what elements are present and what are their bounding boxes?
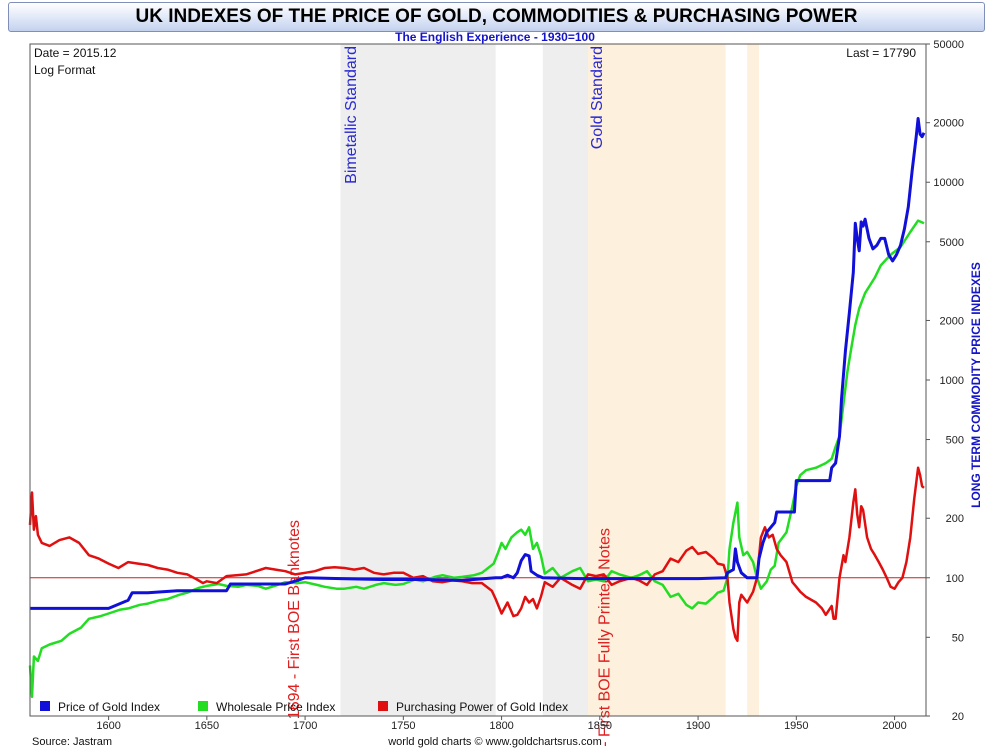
annotation-label-1: Gold Standard xyxy=(589,46,606,149)
legend-swatch-2 xyxy=(378,701,388,711)
y-axis-label: LONG TERM COMMODITY PRICE INDEXES xyxy=(969,262,983,508)
y-tick-label-3: 200 xyxy=(946,513,964,525)
last-value-label: Last = 17790 xyxy=(846,46,916,60)
x-tick-label-7: 1950 xyxy=(784,720,808,732)
shaded-region-1 xyxy=(542,44,589,716)
y-tick-label-9: 20000 xyxy=(933,118,964,130)
x-tick-label-2: 1700 xyxy=(293,720,317,732)
x-tick-label-5: 1850 xyxy=(588,720,612,732)
y-tick-label-7: 5000 xyxy=(940,237,964,249)
series-line-0 xyxy=(30,117,926,610)
y-tick-label-4: 500 xyxy=(946,435,964,447)
x-tick-label-4: 1800 xyxy=(489,720,513,732)
annotation-label-3: 1853 - First BOE Fully Printed Notes xyxy=(597,528,614,750)
source-label: Source: Jastram xyxy=(32,736,112,748)
shaded-region-3 xyxy=(747,44,759,716)
legend-label-1: Wholesale Price Index xyxy=(216,700,335,714)
y-tick-label-10: 50000 xyxy=(933,39,964,51)
y-tick-label-5: 1000 xyxy=(940,375,964,387)
footer-credit: world gold charts © www.goldchartsrus.co… xyxy=(387,736,602,748)
shaded-region-0 xyxy=(340,44,496,716)
chart-title: UK INDEXES OF THE PRICE OF GOLD, COMMODI… xyxy=(8,2,985,32)
chart-subtitle: The English Experience - 1930=100 xyxy=(395,30,595,44)
scale-label: Log Format xyxy=(34,63,96,77)
legend-swatch-0 xyxy=(40,701,50,711)
y-tick-label-0: 20 xyxy=(952,711,964,723)
date-label: Date = 2015.12 xyxy=(34,46,117,60)
x-tick-label-1: 1650 xyxy=(195,720,219,732)
y-tick-label-1: 50 xyxy=(952,632,964,644)
x-tick-label-3: 1750 xyxy=(391,720,415,732)
y-tick-label-6: 2000 xyxy=(940,315,964,327)
x-tick-label-6: 1900 xyxy=(686,720,710,732)
annotation-label-0: Bimetallic Standard xyxy=(343,46,360,184)
y-tick-label-2: 100 xyxy=(946,573,964,585)
legend-swatch-1 xyxy=(198,701,208,711)
legend-label-0: Price of Gold Index xyxy=(58,700,160,714)
legend-label-2: Purchasing Power of Gold Index xyxy=(396,700,568,714)
y-tick-label-8: 10000 xyxy=(933,177,964,189)
series-line-2 xyxy=(28,466,925,643)
annotation-label-2: 1694 - First BOE Banknotes xyxy=(286,520,303,719)
x-tick-label-8: 2000 xyxy=(882,720,906,732)
x-tick-label-0: 1600 xyxy=(96,720,120,732)
